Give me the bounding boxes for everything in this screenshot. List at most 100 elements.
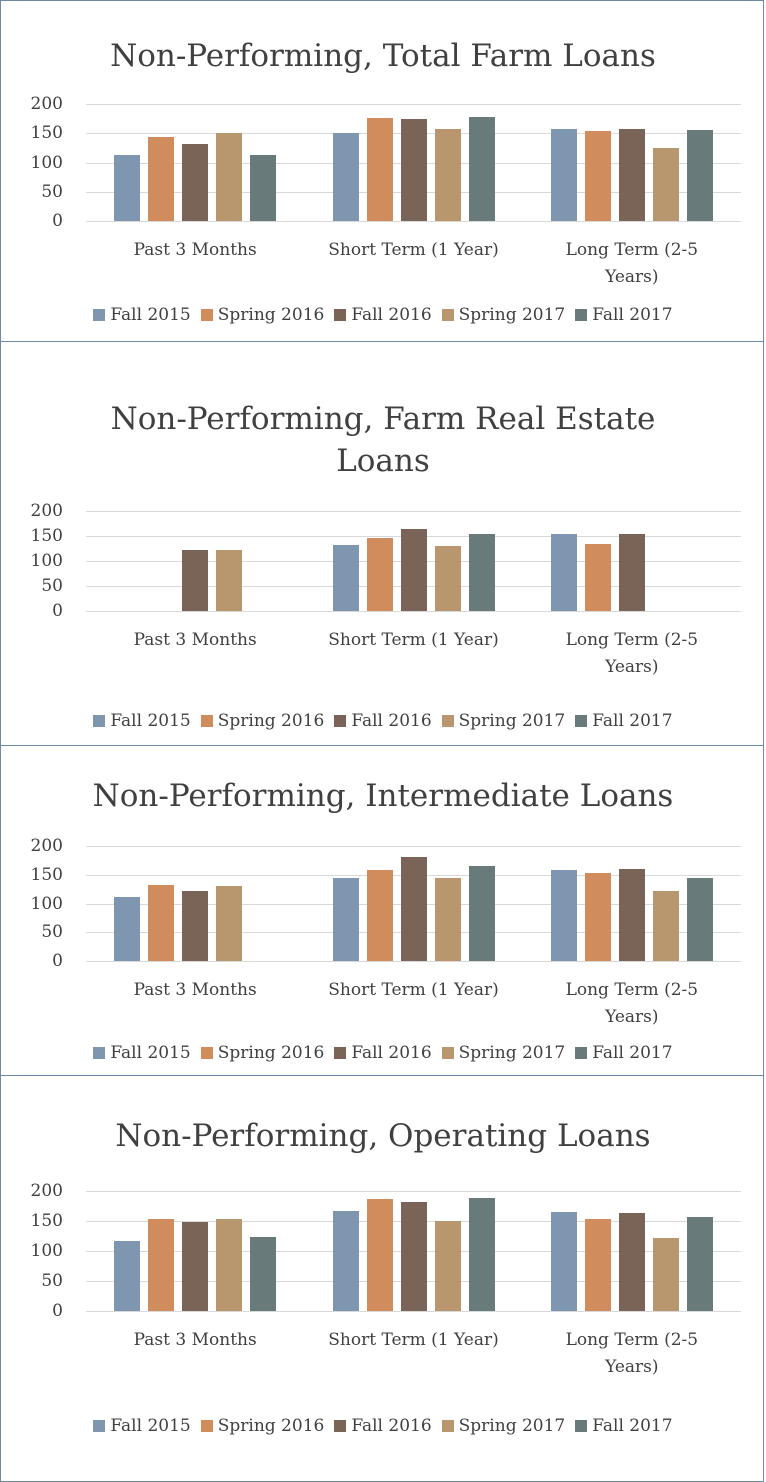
bar (468, 1198, 495, 1311)
chart-title: Non-Performing, Intermediate Loans (92, 778, 674, 814)
bar (400, 1201, 427, 1311)
chart-title: Non-Performing, Farm Real Estate Loans (110, 401, 656, 479)
bar (550, 869, 577, 961)
x-tick-label: Short Term (1 Year) (328, 1330, 499, 1350)
legend-item: Spring 2016 (200, 711, 325, 731)
legend-swatch (200, 715, 213, 727)
legend-label: Fall 2017 (592, 1416, 673, 1436)
grid-line (86, 611, 741, 612)
bar (618, 869, 645, 961)
bar (434, 546, 461, 611)
legend-swatch (441, 715, 454, 727)
x-tick-label: Long Term (2-5 Years) (565, 240, 699, 287)
legend-item: Spring 2016 (200, 1416, 324, 1436)
legend: Fall 2015 Spring 2016 Fall 2016 Spring 2017… (1, 711, 765, 731)
grid-line (86, 1191, 741, 1192)
bar (114, 155, 141, 221)
grid-line (86, 1311, 741, 1312)
chart-panel: Non-Performing, Farm Real Estate Loans 0 5… (0, 341, 764, 746)
legend-label: Fall 2016 (351, 711, 432, 731)
bar (434, 128, 461, 221)
legend-swatch (334, 1047, 347, 1059)
y-tick-label: 150 (30, 123, 63, 144)
legend-label: Spring 2017 (458, 711, 566, 731)
bar (114, 1241, 141, 1311)
bar (652, 1238, 679, 1311)
y-tick-label: 200 (30, 94, 63, 114)
y-tick-label: 150 (30, 526, 63, 546)
grid-line (86, 511, 741, 512)
bar (250, 155, 277, 221)
legend: Fall 2015 Spring 2016 Fall 2016 Spring 2017… (1, 1043, 765, 1063)
y-tick-label: 0 (52, 211, 63, 231)
legend-item: Fall 2016 (334, 305, 432, 325)
grid-line (86, 846, 741, 847)
legend-swatch (334, 715, 347, 727)
y-tick-label: 200 (30, 501, 63, 521)
legend-label: Fall 2017 (592, 305, 673, 325)
legend-swatch (441, 1047, 454, 1059)
bar (434, 877, 461, 961)
legend-swatch (93, 1047, 106, 1059)
bar (366, 869, 393, 961)
y-tick-label: 100 (30, 893, 63, 914)
legend-item: Spring 2017 (441, 1043, 566, 1063)
bar (216, 1218, 243, 1311)
bar (216, 550, 243, 611)
bar (366, 118, 393, 221)
legend-item: Spring 2017 (441, 305, 566, 325)
legend-item: Spring 2016 (200, 1043, 325, 1063)
bar (550, 533, 577, 611)
bar (182, 891, 209, 961)
legend-swatch (575, 1047, 588, 1059)
y-tick-label: 50 (41, 922, 63, 943)
x-tick-label: Long Term (2-5 Years) (565, 630, 699, 677)
chart-title: Non-Performing, Operating Loans (115, 1118, 651, 1154)
legend-item: Fall 2017 (575, 711, 673, 731)
bar (250, 1236, 277, 1311)
bar (366, 537, 393, 611)
legend-label: Fall 2016 (351, 1043, 432, 1063)
legend-item: Spring 2017 (441, 1416, 566, 1436)
bar (182, 549, 209, 611)
legend-item: Spring 2016 (200, 305, 324, 325)
bar (148, 1219, 175, 1311)
bar (618, 1212, 645, 1311)
legend-label: Fall 2017 (592, 1043, 673, 1063)
bar (584, 1219, 611, 1311)
legend-item: Spring 2017 (441, 711, 566, 731)
legend-swatch (93, 715, 106, 727)
bar (332, 544, 359, 611)
bar (216, 885, 243, 961)
bar (114, 897, 141, 961)
bar (686, 878, 713, 961)
legend-label: Fall 2017 (592, 711, 673, 731)
legend-label: Spring 2017 (458, 305, 566, 325)
x-tick-label: Past 3 Months (133, 630, 257, 650)
legend-label: Fall 2016 (351, 305, 432, 325)
bar (618, 128, 645, 221)
y-tick-label: 150 (30, 864, 63, 885)
legend-swatch (200, 1420, 213, 1432)
legend-label: Spring 2017 (458, 1416, 566, 1436)
bar (216, 133, 243, 221)
y-tick-label: 50 (41, 181, 63, 202)
bar (618, 533, 645, 611)
legend-swatch (93, 309, 106, 321)
bar (148, 884, 175, 961)
y-tick-label: 100 (30, 551, 63, 571)
y-tick-label: 0 (52, 951, 63, 971)
legend-label: Spring 2017 (458, 1043, 566, 1063)
legend-swatch (575, 715, 588, 727)
chart-panel: Non-Performing, Operating Loans 0 50 100 150… (0, 1075, 764, 1482)
legend: Fall 2015 Spring 2016 Fall 2016 Spring 2017… (1, 305, 765, 325)
legend-swatch (441, 1420, 454, 1432)
legend-label: Spring 2016 (217, 711, 325, 731)
legend-item: Fall 2017 (575, 305, 673, 325)
x-tick-label: Past 3 Months (133, 980, 257, 1000)
bar (400, 856, 427, 961)
legend-item: Fall 2017 (575, 1043, 673, 1063)
legend-label: Spring 2016 (217, 1043, 325, 1063)
bar (468, 533, 495, 611)
